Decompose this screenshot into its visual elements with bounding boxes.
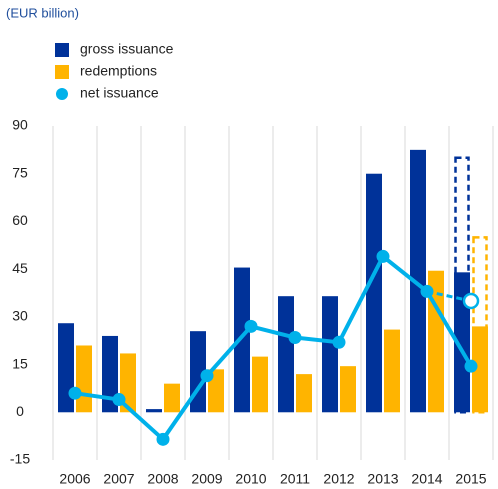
legend-swatch	[56, 88, 68, 100]
bar	[366, 173, 382, 413]
y-tick-label: 90	[12, 117, 28, 133]
bar	[252, 356, 268, 413]
point	[200, 369, 214, 383]
x-tick-label: 2006	[59, 471, 90, 487]
x-tick-label: 2008	[147, 471, 178, 487]
point	[332, 335, 346, 349]
x-tick-label: 2015	[455, 471, 486, 487]
legend-swatch	[55, 65, 69, 79]
bar	[208, 369, 224, 413]
projected-point	[462, 292, 480, 310]
y-tick-label: 45	[12, 260, 28, 276]
bar	[234, 267, 250, 413]
bar	[146, 409, 162, 413]
bar	[58, 323, 74, 413]
line	[74, 254, 473, 442]
point	[464, 359, 478, 373]
bar	[410, 149, 426, 413]
bar	[340, 366, 356, 413]
bar	[76, 345, 92, 413]
x-tick-label: 2014	[411, 471, 442, 487]
bar	[322, 296, 338, 413]
x-tick-label: 2012	[323, 471, 354, 487]
point	[420, 284, 434, 298]
point	[376, 249, 390, 263]
y-tick-label: 60	[12, 212, 28, 228]
legend-label: net issuance	[80, 85, 159, 101]
projected-bar	[472, 236, 488, 414]
projected-bar	[454, 156, 470, 414]
x-tick-label: 2007	[103, 471, 134, 487]
x-tick-label: 2013	[367, 471, 398, 487]
bar	[472, 326, 488, 413]
bar	[102, 335, 118, 413]
y-tick-label: 0	[16, 403, 24, 419]
legend-swatch	[55, 43, 69, 57]
point	[288, 331, 302, 345]
x-tick-label: 2010	[235, 471, 266, 487]
point	[112, 393, 126, 407]
bar	[278, 296, 294, 413]
projected-line	[426, 289, 472, 303]
legend-label: gross issuance	[80, 41, 174, 57]
point	[156, 432, 170, 446]
bar	[296, 374, 312, 413]
bar	[384, 329, 400, 413]
y-tick-label: -15	[10, 451, 30, 467]
subtitle: (EUR billion)	[6, 5, 79, 20]
point	[68, 386, 82, 400]
bar	[164, 383, 180, 413]
y-tick-label: 15	[12, 355, 28, 371]
x-tick-label: 2009	[191, 471, 222, 487]
point	[244, 319, 258, 333]
bar	[428, 270, 444, 413]
x-tick-label: 2011	[280, 471, 310, 487]
y-tick-label: 75	[12, 164, 28, 180]
y-tick-label: 30	[12, 308, 28, 324]
legend-label: redemptions	[80, 63, 157, 79]
